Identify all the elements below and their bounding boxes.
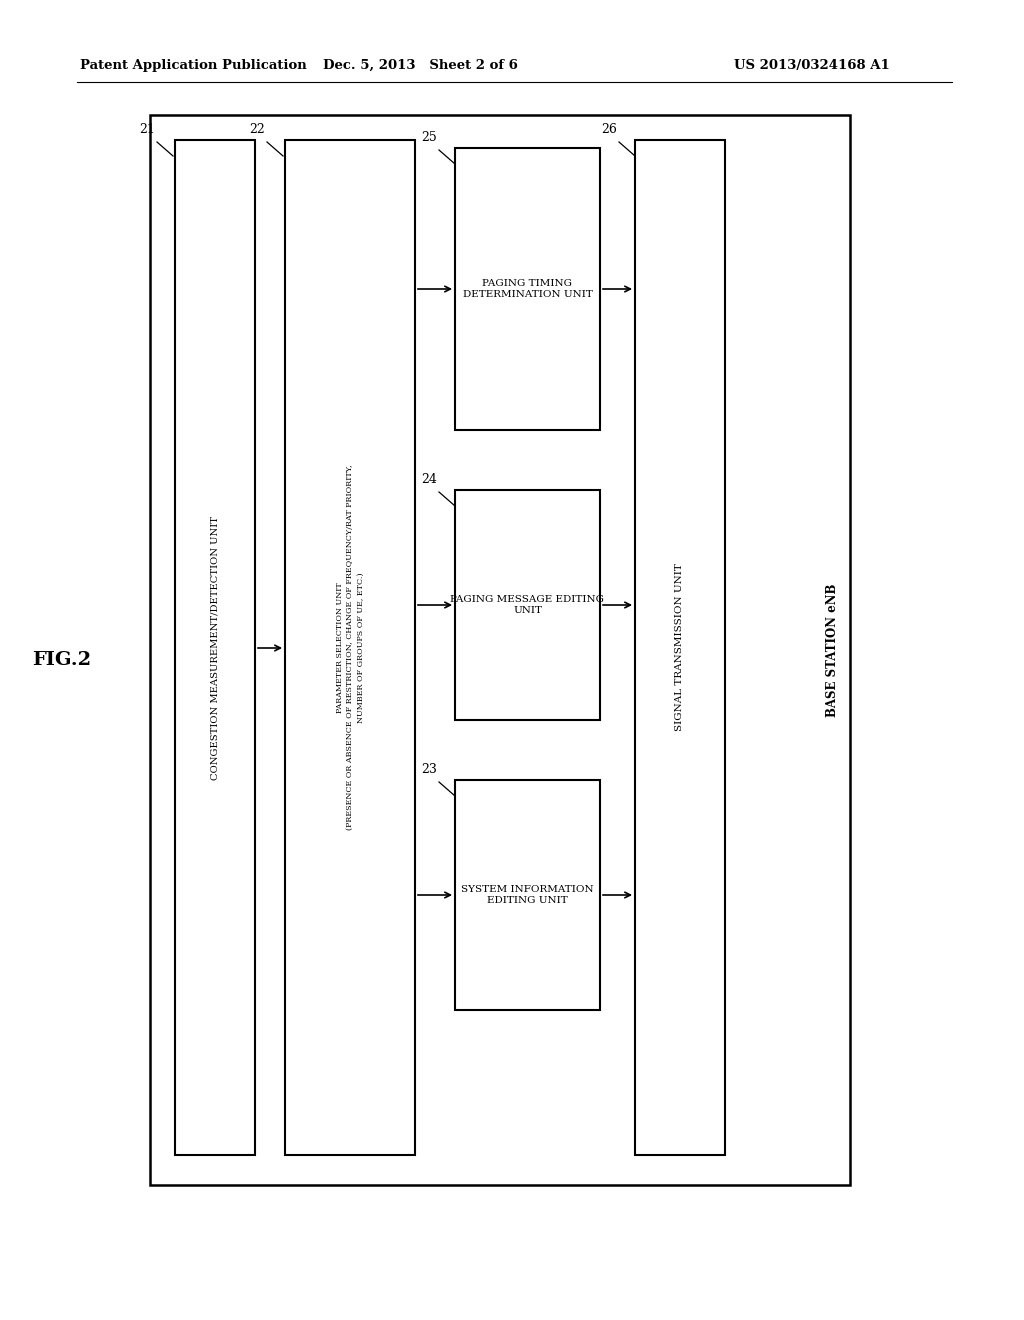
Text: Dec. 5, 2013   Sheet 2 of 6: Dec. 5, 2013 Sheet 2 of 6 [323, 58, 517, 71]
Text: 23: 23 [421, 763, 437, 776]
Text: 24: 24 [421, 473, 437, 486]
Text: SYSTEM INFORMATION
EDITING UNIT: SYSTEM INFORMATION EDITING UNIT [461, 886, 594, 904]
Text: 21: 21 [139, 123, 155, 136]
Text: 25: 25 [421, 131, 437, 144]
Text: US 2013/0324168 A1: US 2013/0324168 A1 [734, 58, 890, 71]
Text: SIGNAL TRANSMISSION UNIT: SIGNAL TRANSMISSION UNIT [676, 564, 684, 731]
Bar [150, 115, 850, 1185]
Text: PARAMETER SELECTION UNIT
(PRESENCE OR ABSENCE OF RESTRICTION, CHANGE OF FREQUENC: PARAMETER SELECTION UNIT (PRESENCE OR AB… [336, 465, 365, 830]
Bar [635, 140, 725, 1155]
Bar [455, 490, 600, 719]
Text: 26: 26 [601, 123, 617, 136]
Bar [455, 148, 600, 430]
Text: BASE STATION eNB: BASE STATION eNB [825, 583, 839, 717]
Bar [285, 140, 415, 1155]
Text: 22: 22 [249, 123, 265, 136]
Text: PAGING MESSAGE EDITING
UNIT: PAGING MESSAGE EDITING UNIT [451, 595, 604, 615]
Bar [455, 780, 600, 1010]
Text: CONGESTION MEASUREMENT/DETECTION UNIT: CONGESTION MEASUREMENT/DETECTION UNIT [211, 516, 219, 780]
Text: PAGING TIMING
DETERMINATION UNIT: PAGING TIMING DETERMINATION UNIT [463, 280, 593, 298]
Bar [175, 140, 255, 1155]
Text: FIG.2: FIG.2 [33, 651, 91, 669]
Text: Patent Application Publication: Patent Application Publication [80, 58, 307, 71]
